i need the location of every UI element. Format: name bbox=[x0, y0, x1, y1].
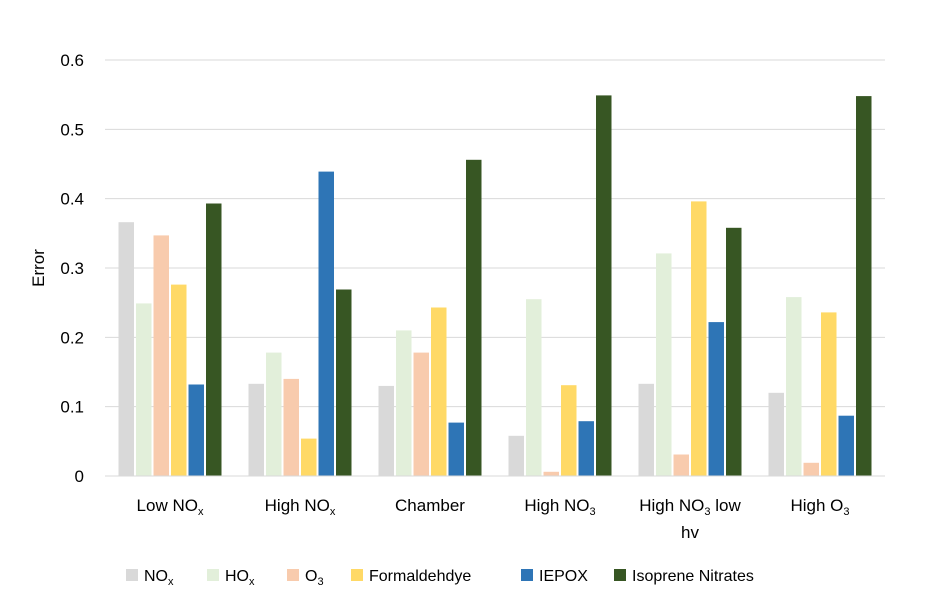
bar bbox=[656, 253, 672, 476]
y-axis-ticks: 0 0.1 0.2 0.3 0.4 0.5 0.6 bbox=[60, 51, 84, 486]
y-tick-label: 0.6 bbox=[60, 51, 84, 70]
legend: NOx HOx O3 Formaldehdye IEPOX Isoprene Nitrat… bbox=[126, 568, 754, 588]
bar bbox=[708, 322, 724, 476]
y-tick-label: 0 bbox=[75, 467, 84, 486]
bar bbox=[508, 435, 524, 476]
y-tick-label: 0.4 bbox=[60, 190, 84, 209]
bar bbox=[188, 384, 204, 476]
legend-label: Formaldehdye bbox=[369, 568, 471, 585]
legend-swatch bbox=[287, 569, 299, 581]
bar bbox=[283, 378, 299, 476]
category-label: Low NOx bbox=[137, 496, 204, 518]
gridlines bbox=[105, 59, 885, 408]
bar bbox=[396, 330, 412, 476]
legend-label: O3 bbox=[305, 568, 324, 588]
category-label: High NOx bbox=[265, 496, 336, 518]
bar bbox=[413, 352, 429, 476]
bar bbox=[378, 385, 394, 476]
legend-label: IEPOX bbox=[539, 568, 588, 585]
y-tick-label: 0.2 bbox=[60, 328, 84, 347]
y-tick-label: 0.5 bbox=[60, 120, 84, 139]
category-label-line2: hv bbox=[681, 523, 699, 542]
bar bbox=[838, 415, 854, 476]
legend-swatch bbox=[351, 569, 363, 581]
bar bbox=[673, 454, 689, 476]
bar bbox=[726, 227, 742, 476]
bar bbox=[448, 422, 464, 476]
bar bbox=[336, 289, 352, 476]
bar bbox=[821, 312, 837, 476]
y-tick-label: 0.3 bbox=[60, 259, 84, 278]
bar bbox=[248, 383, 264, 476]
legend-label: HOx bbox=[225, 568, 255, 588]
category-label: Chamber bbox=[395, 496, 465, 515]
bar bbox=[526, 299, 542, 476]
bar bbox=[786, 297, 802, 476]
bar bbox=[431, 307, 447, 476]
bar bbox=[466, 159, 482, 477]
bar bbox=[596, 95, 612, 477]
category-label: High O3 bbox=[790, 496, 849, 518]
category-labels: Low NOx High NOx Chamber High NO3 High NO3 l… bbox=[137, 496, 850, 542]
bar bbox=[803, 462, 819, 476]
bar bbox=[638, 383, 654, 476]
legend-swatch bbox=[614, 569, 626, 581]
bar bbox=[578, 421, 594, 476]
bar bbox=[856, 96, 872, 476]
bar bbox=[171, 284, 187, 476]
category-label: High NO3 bbox=[524, 496, 595, 518]
y-axis-label: Error bbox=[29, 249, 48, 287]
legend-swatch bbox=[521, 569, 533, 581]
bar bbox=[301, 438, 317, 476]
legend-swatch bbox=[126, 569, 138, 581]
legend-label: Isoprene Nitrates bbox=[632, 568, 754, 585]
bars bbox=[118, 95, 872, 477]
bar bbox=[691, 201, 707, 476]
bar bbox=[118, 222, 134, 476]
bar bbox=[318, 171, 334, 476]
category-label: High NO3 low bbox=[639, 496, 741, 518]
legend-swatch bbox=[207, 569, 219, 581]
bar bbox=[543, 471, 559, 476]
bar bbox=[561, 385, 577, 476]
bar bbox=[206, 203, 222, 476]
legend-label: NOx bbox=[144, 568, 174, 588]
bar bbox=[768, 392, 784, 476]
bar bbox=[153, 235, 169, 476]
y-tick-label: 0.1 bbox=[60, 398, 84, 417]
bar bbox=[136, 303, 152, 476]
bar bbox=[266, 352, 282, 476]
